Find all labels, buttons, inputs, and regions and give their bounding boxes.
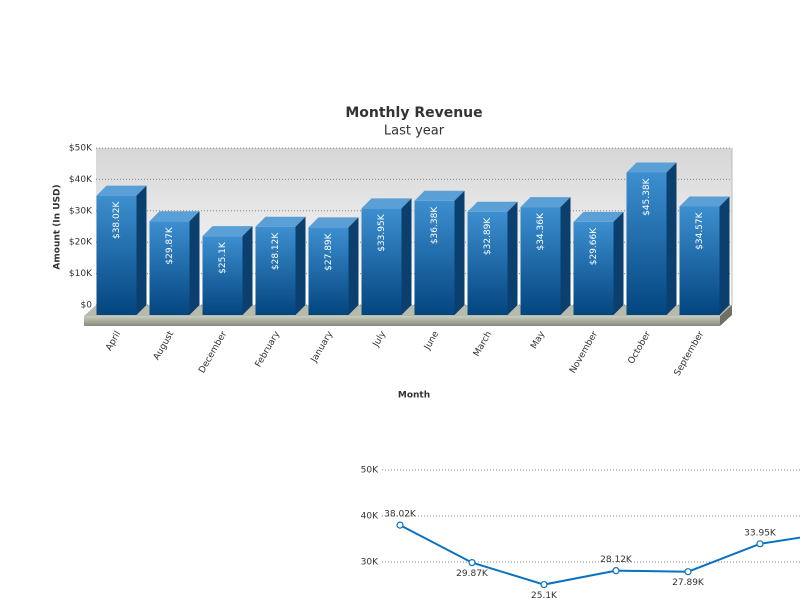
bar-side (666, 162, 677, 315)
value-label: 27.89K (672, 578, 705, 588)
value-label: 29.87K (456, 569, 489, 579)
value-label: $29.87K (165, 226, 175, 264)
bar-top (96, 185, 147, 196)
y-tick-label: $20K (69, 238, 93, 248)
value-label: $36.38K (430, 206, 440, 244)
bar-side (136, 185, 147, 315)
bar (149, 221, 190, 315)
bar-top (308, 217, 359, 228)
bar-top (679, 196, 730, 207)
y-tick-label: 30K (361, 558, 379, 568)
bar-top (414, 190, 465, 201)
x-tick-label: July (371, 329, 389, 349)
point (468, 558, 476, 567)
bar-side (719, 196, 730, 315)
bar (414, 200, 455, 315)
bar (96, 195, 137, 315)
bar-top (149, 211, 200, 222)
point (612, 567, 620, 575)
point (684, 568, 692, 576)
floor-front (84, 316, 720, 326)
value-label: $32.89K (483, 217, 493, 255)
value-label: $38.02K (112, 201, 122, 239)
value-label: $28.12K (271, 232, 281, 270)
bar (467, 211, 508, 315)
y-tick-label: $10K (69, 269, 93, 279)
chart-subtitle: Last year (384, 124, 445, 139)
bar-top (202, 226, 253, 237)
bar-side (295, 216, 306, 315)
x-tick-label: January (309, 329, 336, 365)
y-axis-title: Amount (In USD) (53, 184, 63, 269)
bar (520, 207, 561, 315)
x-tick-label: November (568, 329, 600, 375)
bar (361, 208, 402, 315)
y-tick-label: $50K (69, 144, 93, 154)
bar-top (255, 216, 306, 227)
value-label: 38.02K (384, 510, 417, 520)
value-label: 25.1K (531, 591, 558, 600)
bar (202, 236, 243, 315)
x-tick-label: May (529, 329, 547, 351)
x-tick-label: December (197, 329, 229, 375)
bar-side (613, 211, 624, 315)
x-tick-label: August (152, 329, 177, 362)
x-tick-label: October (627, 330, 654, 366)
y-tick-label: 40K (361, 512, 379, 522)
value-label: 33.95K (744, 528, 777, 538)
y-tick-label: $40K (69, 175, 93, 185)
bar-top (467, 201, 518, 212)
x-tick-label: April (104, 330, 123, 353)
value-label: $25.1K (218, 241, 228, 274)
y-tick-label: $0 (81, 301, 93, 311)
value-label: 28.12K (600, 555, 633, 565)
y-tick-label: 50K (361, 466, 379, 476)
plot-background (96, 148, 732, 305)
value-label: $33.95K (377, 213, 387, 251)
value-label: $34.57K (695, 211, 705, 249)
bar-top (573, 211, 624, 222)
bar (255, 226, 296, 315)
bar-top (520, 197, 571, 208)
x-axis-title: Month (398, 391, 430, 401)
point (396, 521, 404, 529)
value-label: $27.89K (324, 232, 334, 270)
bar-side (189, 211, 200, 315)
bar (573, 221, 614, 315)
point (540, 580, 548, 589)
bar-top (626, 162, 677, 173)
x-tick-label: September (673, 329, 707, 377)
point (756, 540, 764, 548)
floor-side (720, 305, 732, 326)
bar (626, 172, 667, 315)
bar-side (348, 217, 359, 315)
bar-side (454, 190, 465, 315)
value-label: $45.38K (642, 177, 652, 215)
chart-title: Monthly Revenue (345, 105, 482, 121)
y-tick-label: $30K (69, 206, 93, 216)
bar (679, 206, 720, 315)
x-tick-label: June (422, 329, 441, 352)
bar-side (401, 198, 412, 315)
bar-side (242, 226, 253, 315)
value-label: $29.66K (589, 227, 599, 265)
value-label: $34.36K (536, 212, 546, 250)
x-tick-label: March (472, 330, 494, 359)
x-tick-label: February (254, 329, 283, 369)
bar-side (560, 197, 571, 315)
bar-top (361, 198, 412, 209)
bar-side (507, 201, 518, 315)
bar (308, 227, 349, 315)
